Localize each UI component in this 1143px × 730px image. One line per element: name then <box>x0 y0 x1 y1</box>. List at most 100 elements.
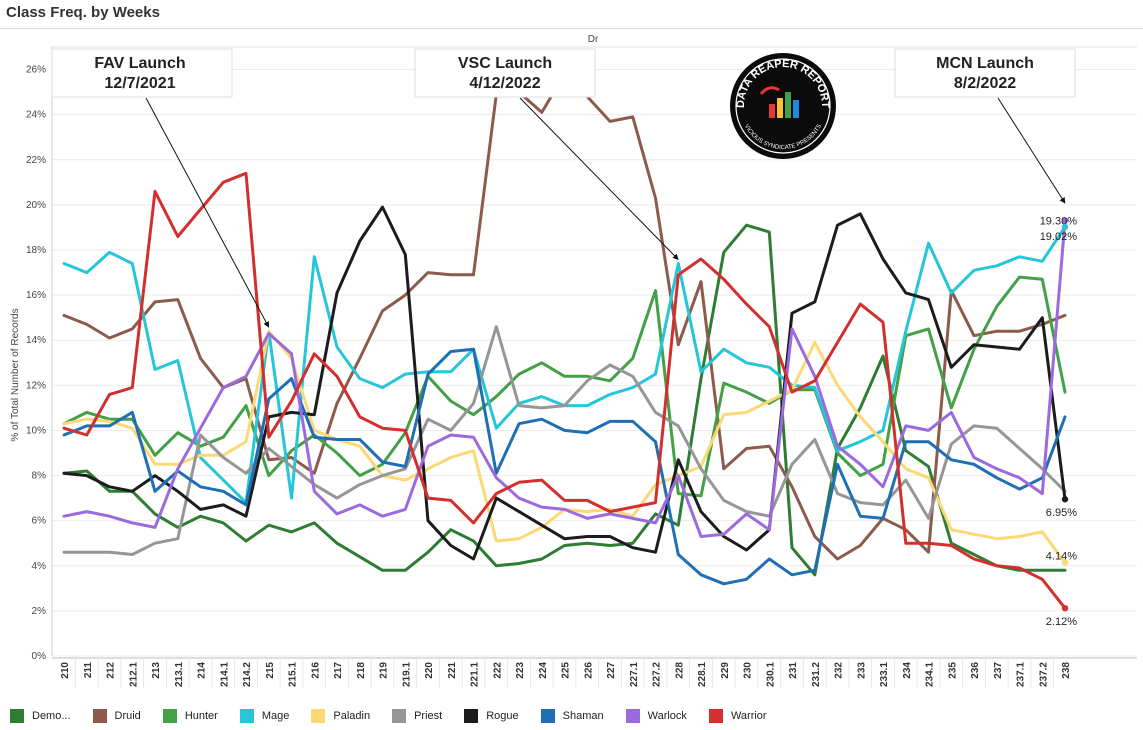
x-tick-label: 229 <box>720 662 731 679</box>
series-line-rogue[interactable] <box>62 205 1067 561</box>
annotations: FAV Launch 12/7/2021 VSC Launch 4/12/2022 MC… <box>51 48 1076 328</box>
series-line-warlock[interactable] <box>62 219 1067 538</box>
end-point-warlock[interactable] <box>1061 217 1069 224</box>
legend-label: Priest <box>414 710 443 722</box>
x-tick-label: 221.1 <box>470 662 481 687</box>
legend-swatch <box>708 709 723 723</box>
x-tick-label: 227.1 <box>629 662 640 687</box>
x-axis: 210 211 212 212.1 213 213.1 214 214.1 214.2 215 21… <box>52 657 1137 688</box>
end-value-label: 4.14% <box>1046 551 1077 563</box>
legend-label: Demo... <box>32 710 71 722</box>
x-tick-label: 227 <box>606 662 617 679</box>
series-line-hunter[interactable] <box>62 275 1067 498</box>
end-points: 19.30% 19.02% 6.95% 4.14% 2.12% <box>1040 216 1078 629</box>
end-value-label: 2.12% <box>1046 616 1077 628</box>
x-tick-label: 228.1 <box>697 662 708 687</box>
legend-item-warrior[interactable]: Warrior <box>708 709 767 723</box>
legend-swatch <box>92 709 107 723</box>
logo-bar-red <box>769 104 775 118</box>
legend-item-priest[interactable]: Priest <box>392 709 442 723</box>
series-line-priest[interactable] <box>62 325 1067 556</box>
x-tick-label: 212 <box>106 662 117 679</box>
x-tick-label: 231 <box>788 662 799 679</box>
y-tick-label: 0% <box>32 651 47 662</box>
legend-item-druid[interactable]: Druid <box>92 709 141 723</box>
legend-item-rogue[interactable]: Rogue <box>464 709 519 723</box>
annotation-date: 12/7/2021 <box>104 75 175 92</box>
x-tick-label: 213 <box>151 662 162 679</box>
legend-item-hunter[interactable]: Hunter <box>162 709 218 723</box>
logo-bar-yellow <box>777 98 783 118</box>
legend-label: Warlock <box>647 710 687 722</box>
y-tick-label: 22% <box>26 155 46 166</box>
logo-ring <box>735 58 831 154</box>
x-tick-label: 220 <box>424 662 435 679</box>
legend-swatch <box>540 709 555 723</box>
x-tick-label: 237.1 <box>1016 662 1027 687</box>
y-tick-label: 14% <box>26 335 46 346</box>
y-axis-ticks: 0% 2% 4% 6% 8% 10% 12% 14% 16% 18% 20% 22% 24% 26% <box>26 65 46 662</box>
legend-label: Rogue <box>486 710 519 722</box>
end-value-label: 19.02% <box>1040 231 1078 243</box>
annotation-title: FAV Launch <box>94 55 185 72</box>
annotation-arrow <box>997 97 1066 204</box>
end-point-rogue[interactable] <box>1061 496 1069 503</box>
x-tick-label: 210 <box>60 662 71 679</box>
x-tick-label: 215 <box>265 662 276 679</box>
legend-swatch <box>10 709 24 723</box>
legend-label: Hunter <box>184 710 218 722</box>
x-tick-label: 213.1 <box>174 662 185 687</box>
legend: Demo... Druid Hunter Mage Paladin Priest Rogue… <box>10 706 789 726</box>
legend-label: Warrior <box>730 710 767 722</box>
y-tick-label: 26% <box>26 65 46 76</box>
x-tick-label: 223 <box>515 662 526 679</box>
end-point-paladin[interactable] <box>1061 559 1069 566</box>
x-tick-label: 217 <box>333 662 344 679</box>
annotation-arrow <box>519 97 679 260</box>
x-tick-label: 232 <box>834 662 845 679</box>
x-tick-label: 230.1 <box>765 662 776 687</box>
series-line-demo[interactable] <box>62 223 1067 577</box>
logo-bar-green <box>785 92 791 118</box>
series-lines <box>62 72 1067 610</box>
x-tick-label: 237 <box>993 662 1004 679</box>
x-tick-label: 233.1 <box>879 662 890 687</box>
series-line-warrior[interactable] <box>62 171 1067 610</box>
legend-item-mage[interactable]: Mage <box>239 709 289 723</box>
series-line-mage[interactable] <box>62 225 1067 505</box>
legend-item-warlock[interactable]: Warlock <box>625 709 687 723</box>
x-tick-label: 231.2 <box>811 662 822 687</box>
x-tick-label: 228 <box>674 662 685 679</box>
series-line-shaman[interactable] <box>62 347 1067 586</box>
legend-label: Paladin <box>333 710 371 722</box>
annotation-title: MCN Launch <box>936 55 1034 72</box>
legend-label: Druid <box>114 710 141 722</box>
x-tick-label: 238 <box>1061 662 1072 679</box>
x-tick-label: 235 <box>947 662 958 679</box>
legend-item-paladin[interactable]: Paladin <box>311 709 370 723</box>
end-value-label: 19.30% <box>1040 216 1078 228</box>
y-tick-label: 8% <box>32 471 47 482</box>
legend-swatch <box>311 709 326 723</box>
x-tick-label: 234.1 <box>925 662 936 687</box>
annotation-arrow <box>145 97 270 328</box>
end-point-mage[interactable] <box>1061 223 1069 231</box>
y-tick-label: 24% <box>26 110 46 121</box>
legend-swatch <box>464 709 479 723</box>
y-tick-label: 16% <box>26 290 46 301</box>
x-tick-label: 221 <box>447 662 458 679</box>
legend-swatch <box>162 709 177 723</box>
logo-bar-blue <box>793 100 799 118</box>
annotation-date: 8/2/2022 <box>954 75 1016 92</box>
x-tick-label: 222 <box>492 662 503 679</box>
x-tick-label: 219.1 <box>401 662 412 687</box>
legend-item-shaman[interactable]: Shaman <box>540 709 604 723</box>
end-value-label: 6.95% <box>1046 507 1077 519</box>
x-tick-label: 219 <box>379 662 390 679</box>
x-tick-label: 214.2 <box>242 662 253 687</box>
end-point-warrior[interactable] <box>1061 604 1069 612</box>
y-tick-label: 6% <box>32 516 47 527</box>
series-line-druid[interactable] <box>62 72 1067 561</box>
legend-item-demo[interactable]: Demo... <box>10 709 71 723</box>
